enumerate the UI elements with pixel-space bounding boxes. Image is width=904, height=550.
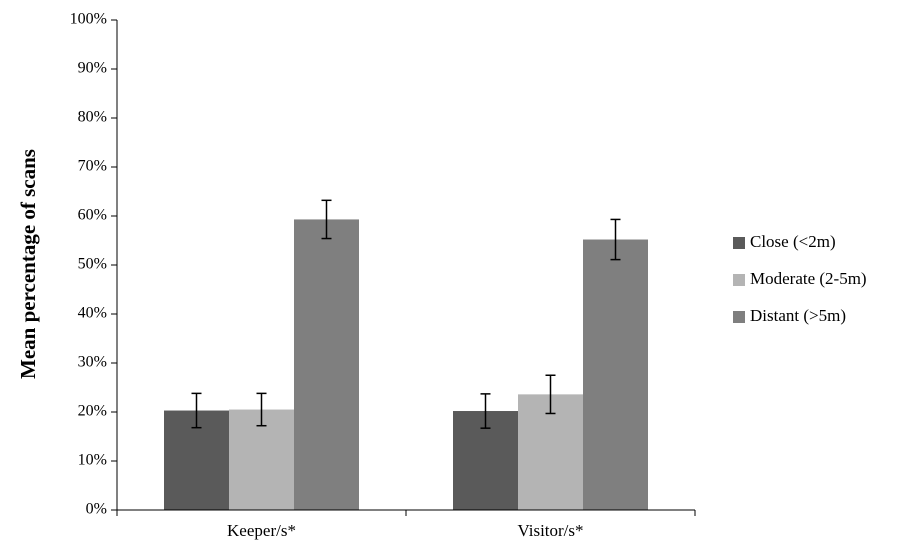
- legend: Close (<2m) Moderate (2-5m) Distant (>5m): [733, 232, 867, 325]
- legend-label: Close (<2m): [750, 232, 836, 251]
- y-tick-label: 50%: [78, 256, 107, 273]
- bar: [583, 239, 648, 510]
- y-tick-label: 70%: [78, 158, 107, 175]
- y-tick-label: 40%: [78, 305, 107, 322]
- legend-swatch: [733, 274, 745, 286]
- bar: [294, 219, 359, 510]
- y-tick-label: 90%: [78, 60, 107, 77]
- bars: [164, 199, 648, 510]
- y-tick-label: 10%: [78, 452, 107, 469]
- x-tick-label: Visitor/s*: [517, 521, 583, 540]
- y-tick-label: 80%: [78, 109, 107, 126]
- y-tick-label: 20%: [78, 403, 107, 420]
- x-axis: Keeper/s* Visitor/s*: [116, 509, 696, 540]
- y-axis: 0% 10% 20% 30% 40% 50% 60% 70% 80% 90% 100%: [70, 11, 118, 518]
- legend-swatch: [733, 311, 745, 323]
- legend-label: Moderate (2-5m): [750, 269, 867, 288]
- y-tick-label: 100%: [70, 11, 107, 28]
- y-tick-label: 30%: [78, 354, 107, 371]
- legend-label: Distant (>5m): [750, 306, 846, 325]
- x-tick-label: Keeper/s*: [227, 521, 296, 540]
- y-tick-label: 0%: [86, 501, 107, 518]
- y-axis-label: Mean percentage of scans: [16, 149, 40, 379]
- legend-swatch: [733, 237, 745, 249]
- y-tick-label: 60%: [78, 207, 107, 224]
